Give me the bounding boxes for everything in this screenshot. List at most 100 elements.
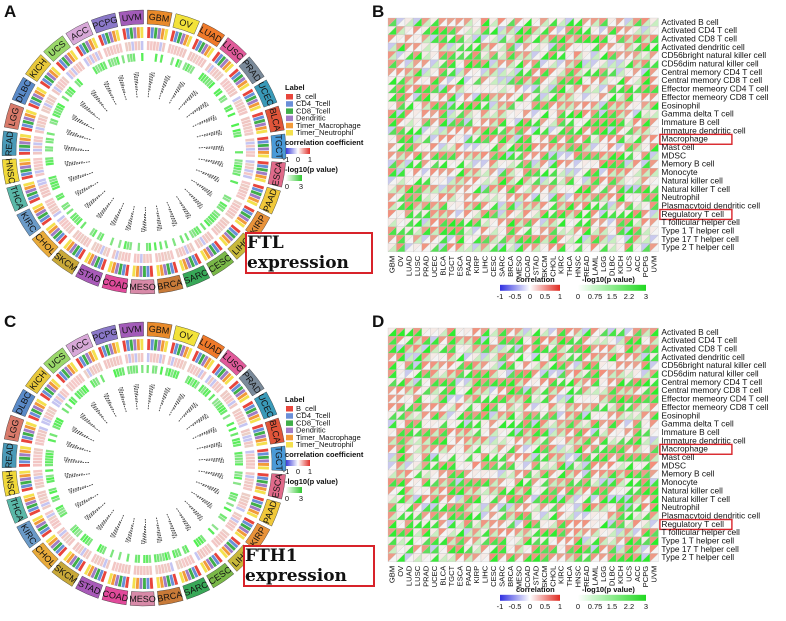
ring-segment-coad bbox=[101, 586, 129, 606]
legend-swatch bbox=[286, 94, 293, 100]
x-tick-label: GBM bbox=[388, 256, 397, 273]
pvalue-cell bbox=[49, 489, 58, 495]
inner-label-tick bbox=[79, 104, 100, 120]
pvalue-cell bbox=[216, 205, 225, 213]
correlation-cell bbox=[105, 247, 111, 257]
inner-label-tick bbox=[65, 161, 90, 167]
series-bar bbox=[256, 441, 268, 447]
pvalue-cell bbox=[117, 239, 122, 249]
correlation-cell bbox=[186, 51, 193, 61]
circos-plot-a: UVM GBM OVLUADLUSCPRADUCECBLCATGCTESCAPAAD… bbox=[1, 9, 287, 295]
pvalue-cell bbox=[118, 367, 123, 377]
correlation-cell bbox=[33, 163, 43, 168]
p-colorbar bbox=[286, 175, 302, 181]
correlation-cell bbox=[124, 42, 129, 52]
inner-label-tick bbox=[126, 219, 130, 231]
correlation-cell bbox=[194, 239, 201, 249]
series-bar bbox=[117, 575, 123, 587]
series-bar bbox=[75, 45, 84, 57]
pvalue-cell bbox=[232, 128, 241, 133]
ring-label-uvm: UVM bbox=[121, 12, 142, 24]
pvalue-cell bbox=[121, 367, 126, 376]
pvalue-cell bbox=[92, 66, 99, 75]
ring-segment-ov bbox=[172, 13, 200, 35]
correlation-cell bbox=[240, 428, 250, 434]
inner-label-tick bbox=[156, 531, 160, 543]
series-bar bbox=[257, 462, 269, 466]
pvalue-cell bbox=[74, 392, 82, 400]
inner-label-tick bbox=[185, 527, 189, 532]
series-bar bbox=[228, 538, 239, 549]
ring-label-brca: BRCA bbox=[157, 589, 183, 604]
x-tick-label: STAD bbox=[531, 255, 540, 275]
series-bar bbox=[197, 41, 206, 53]
inner-label-tick bbox=[64, 149, 90, 151]
correlation-cell bbox=[115, 44, 120, 54]
correlation-cell bbox=[146, 565, 149, 575]
inner-label-tick bbox=[153, 384, 155, 389]
inner-label-tick bbox=[75, 187, 86, 194]
series-bar bbox=[107, 260, 114, 273]
correlation-cell bbox=[38, 183, 48, 190]
pvalue-cell bbox=[132, 53, 136, 62]
series-bar bbox=[110, 573, 117, 586]
inner-label-tick bbox=[193, 511, 202, 521]
series-bar bbox=[26, 190, 38, 198]
pvalue-cell bbox=[45, 474, 54, 478]
correlation-cell bbox=[242, 486, 253, 492]
series-bar bbox=[63, 366, 74, 377]
series-bar bbox=[257, 455, 269, 460]
ring-label-hnsc: HNSC bbox=[4, 470, 18, 497]
correlation-cell bbox=[139, 253, 143, 263]
series-bar bbox=[240, 522, 252, 531]
correlation-cell bbox=[194, 551, 201, 561]
correlation-cell bbox=[209, 66, 217, 76]
pvalue-cell bbox=[202, 387, 210, 396]
ring-segment-prad bbox=[238, 56, 265, 85]
series-bar bbox=[251, 186, 264, 193]
inner-label-tick bbox=[186, 101, 207, 118]
correlation-cell bbox=[143, 565, 146, 575]
series-bar bbox=[238, 525, 250, 535]
inner-label-tick bbox=[202, 484, 220, 492]
pvalue-cell bbox=[158, 241, 163, 250]
series-bar bbox=[242, 88, 254, 97]
correlation-cell bbox=[90, 241, 98, 251]
correlation-cell bbox=[79, 547, 88, 557]
series-bar bbox=[132, 577, 136, 589]
pvalue-cell bbox=[232, 443, 242, 448]
inner-label-tick bbox=[99, 197, 115, 219]
ring-segment-cesc bbox=[206, 250, 235, 277]
series-bar bbox=[249, 417, 261, 424]
pvalue-cell bbox=[45, 159, 54, 163]
pvalue-cell bbox=[223, 506, 232, 513]
series-bar bbox=[237, 79, 248, 89]
series-bar bbox=[233, 385, 244, 395]
y-tick-label: Activated CD8 T cell bbox=[661, 33, 737, 43]
series-bar bbox=[65, 241, 75, 252]
pvalue-cell bbox=[66, 208, 74, 215]
series-bar bbox=[20, 483, 33, 489]
inner-label-tick bbox=[193, 199, 202, 209]
correlation-cell bbox=[67, 381, 76, 390]
series-bar bbox=[33, 517, 45, 526]
inner-label-tick bbox=[176, 508, 192, 529]
series-bar bbox=[83, 251, 92, 264]
ring-label-brca: BRCA bbox=[157, 277, 183, 292]
ring-segment-luad bbox=[197, 334, 226, 359]
y-tick-label: Memory B cell bbox=[661, 159, 714, 169]
correlation-cell bbox=[170, 356, 175, 367]
inner-label-tick bbox=[198, 470, 224, 475]
inner-label-tick bbox=[111, 214, 117, 226]
pvalue-cell bbox=[145, 554, 149, 563]
inner-label-tick bbox=[65, 445, 91, 452]
x-tick-label: DLBC bbox=[607, 255, 616, 276]
pvalue-cell bbox=[156, 553, 160, 563]
series-bar bbox=[172, 261, 179, 274]
series-bar bbox=[50, 227, 61, 237]
pvalue-cell bbox=[74, 80, 82, 88]
correlation-cell bbox=[211, 68, 220, 78]
pvalue-cell bbox=[99, 545, 105, 554]
pvalue-cell bbox=[45, 157, 54, 160]
series-bar bbox=[39, 80, 51, 90]
